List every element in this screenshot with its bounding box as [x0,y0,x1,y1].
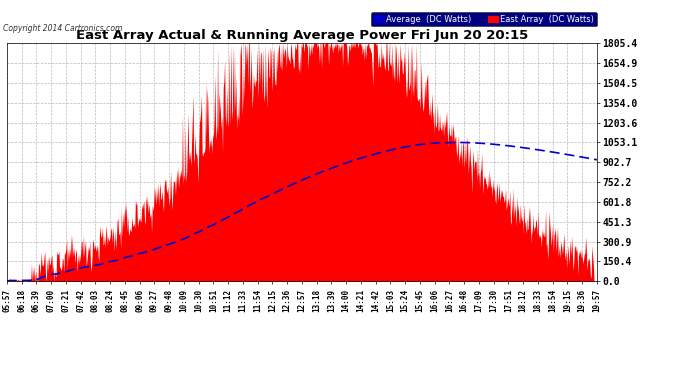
Legend: Average  (DC Watts), East Array  (DC Watts): Average (DC Watts), East Array (DC Watts… [371,12,597,26]
Title: East Array Actual & Running Average Power Fri Jun 20 20:15: East Array Actual & Running Average Powe… [76,29,528,42]
Text: Copyright 2014 Cartronics.com: Copyright 2014 Cartronics.com [3,24,123,33]
